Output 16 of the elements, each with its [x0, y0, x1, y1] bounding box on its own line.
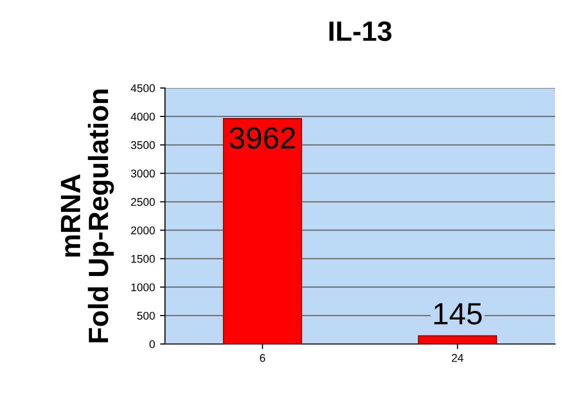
y-tick-label: 2500: [131, 198, 155, 206]
data-label: 3962: [230, 127, 295, 149]
chart-title: IL-13: [329, 21, 392, 42]
y-tick-label: 3000: [130, 170, 155, 178]
y-tick-label: 1500: [131, 254, 155, 263]
y-tick-label: 0: [150, 340, 155, 348]
y-tick-label: 500: [137, 312, 155, 320]
y-tick-label: 4000: [130, 112, 155, 121]
x-tick-label: 24: [452, 354, 464, 362]
y-axis-title: mRNA Fold Up-Regulation: [60, 90, 114, 342]
x-tick-label: 6: [260, 354, 266, 362]
data-label: 145: [434, 303, 482, 325]
y-tick-label: 4500: [130, 84, 155, 92]
y-tick-label: 3500: [130, 141, 155, 150]
y-tick-label: 2000: [131, 226, 155, 234]
y-tick-label: 1000: [131, 283, 155, 292]
